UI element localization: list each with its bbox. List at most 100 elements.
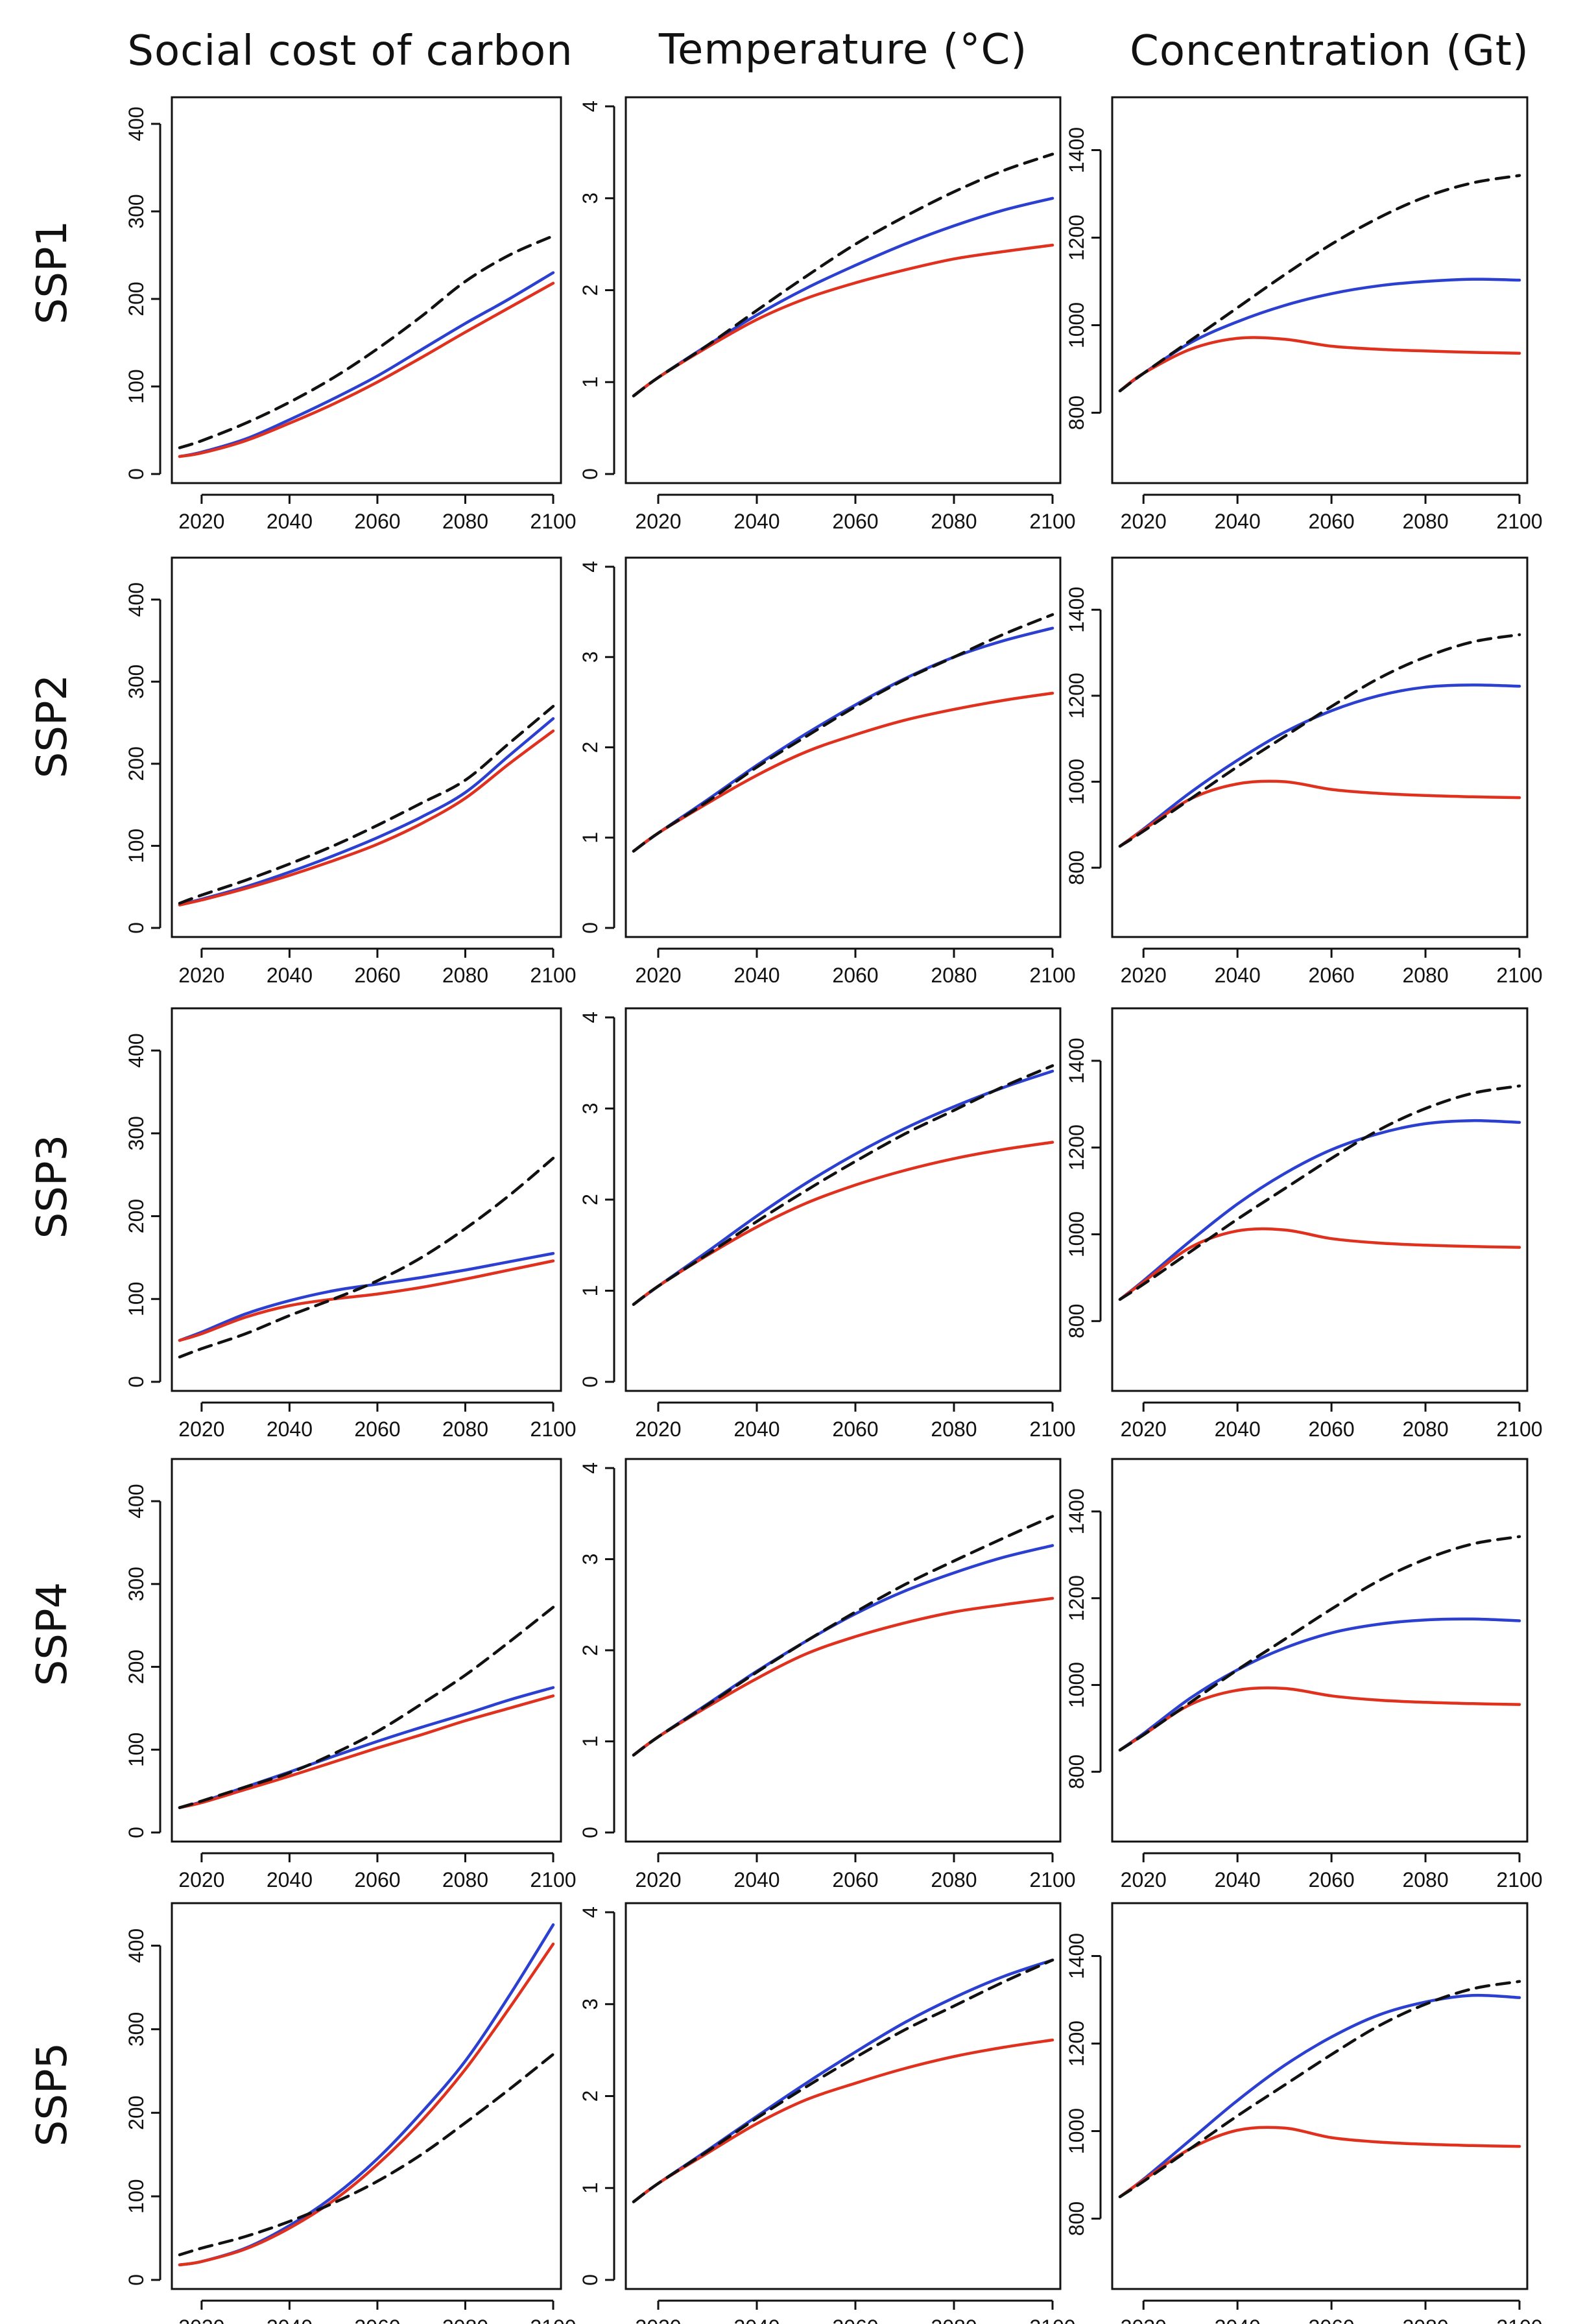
x-tick-label: 2060	[1309, 964, 1355, 987]
y-tick-label: 1000	[1065, 302, 1088, 348]
y-tick-label: 2	[578, 742, 602, 753]
y-tick-label: 4	[578, 1906, 602, 1918]
x-tick-label: 2080	[931, 510, 977, 533]
y-tick-label: 1	[578, 832, 602, 844]
series-line-red-scenario	[178, 1694, 555, 1809]
y-tick-label: 1400	[1065, 1933, 1088, 1979]
series-line-red-scenario	[178, 1259, 555, 1342]
x-tick-label: 2020	[178, 1417, 224, 1441]
x-tick-label: 2020	[1121, 2316, 1167, 2324]
y-tick-label: 1200	[1065, 672, 1088, 718]
y-tick-label: 100	[125, 2179, 148, 2213]
row-label-ssp4: SSP4	[29, 1582, 77, 1687]
x-tick-label: 2060	[1309, 1868, 1355, 1891]
y-tick-label: 400	[125, 1928, 148, 1963]
x-tick-label: 2060	[354, 510, 400, 533]
x-tick-label: 2040	[267, 1868, 313, 1891]
y-tick-label: 300	[125, 1567, 148, 1601]
x-tick-label: 2060	[832, 1417, 878, 1441]
panel-ssp4-temperature: 2020 2040 2060 2080 2100 0 1 2 3 4	[578, 1458, 1076, 1891]
plot-frame	[625, 1007, 1062, 1392]
x-tick-label: 2020	[635, 964, 681, 987]
y-tick-label: 0	[578, 1376, 602, 1388]
y-tick-label: 2	[578, 1194, 602, 1205]
x-tick-label: 2060	[1309, 510, 1355, 533]
y-tick-label: 1000	[1065, 2108, 1088, 2154]
y-tick-label: 3	[578, 193, 602, 204]
panel-ssp4-concentration: 2020 2040 2060 2080 2100 800 1000 1200 1400	[1065, 1458, 1543, 1891]
x-tick-label: 2020	[178, 964, 224, 987]
y-tick-label: 1400	[1065, 127, 1088, 173]
plot-frame	[1111, 96, 1529, 484]
series-line-baseline	[632, 1064, 1054, 1306]
x-tick-label: 2040	[1215, 2316, 1261, 2324]
y-tick-label: 1200	[1065, 1575, 1088, 1621]
plot-frame	[171, 1902, 562, 2290]
x-tick-label: 2040	[733, 510, 780, 533]
series-line-baseline	[178, 704, 555, 905]
x-tick-label: 2040	[733, 1868, 780, 1891]
x-tick-label: 2100	[1496, 1868, 1542, 1891]
x-tick-label: 2060	[1309, 1417, 1355, 1441]
x-tick-label: 2060	[832, 510, 878, 533]
x-tick-label: 2100	[530, 1417, 576, 1441]
series-line-blue-scenario	[1118, 1617, 1521, 1752]
series-line-baseline	[1118, 1084, 1521, 1301]
x-tick-label: 2100	[1496, 510, 1542, 533]
y-tick-label: 0	[125, 1376, 148, 1388]
x-tick-label: 2040	[733, 964, 780, 987]
x-tick-label: 2100	[1029, 2316, 1075, 2324]
y-tick-label: 200	[125, 281, 148, 316]
x-tick-label: 2100	[1029, 964, 1075, 987]
plot-frame	[1111, 556, 1529, 938]
plot-frame	[171, 96, 562, 484]
series-line-blue-scenario	[178, 717, 555, 907]
x-tick-label: 2080	[1402, 1417, 1448, 1441]
x-tick-label: 2060	[832, 964, 878, 987]
y-tick-label: 800	[1065, 1755, 1088, 1789]
y-tick-label: 400	[125, 1484, 148, 1518]
x-tick-label: 2100	[1029, 1868, 1075, 1891]
x-tick-label: 2040	[733, 2316, 780, 2324]
y-tick-label: 100	[125, 1733, 148, 1767]
x-tick-label: 2100	[530, 964, 576, 987]
series-line-baseline	[1118, 633, 1521, 848]
y-tick-label: 0	[125, 468, 148, 480]
y-tick-label: 100	[125, 829, 148, 863]
x-tick-label: 2080	[442, 2316, 488, 2324]
y-tick-label: 0	[578, 922, 602, 934]
series-line-blue-scenario	[178, 271, 555, 458]
x-tick-label: 2080	[1402, 1868, 1448, 1891]
x-tick-label: 2060	[1309, 2316, 1355, 2324]
y-tick-label: 1200	[1065, 215, 1088, 261]
y-tick-label: 300	[125, 2012, 148, 2046]
column-title-temperature: Temperature (°C)	[658, 26, 1027, 74]
x-tick-label: 2080	[1402, 510, 1448, 533]
x-tick-label: 2020	[635, 1417, 681, 1441]
series-line-baseline	[178, 2052, 555, 2257]
y-tick-label: 200	[125, 746, 148, 781]
column-titles: Social cost of carbon Temperature (°C) C…	[127, 26, 1529, 75]
y-tick-label: 400	[125, 582, 148, 617]
x-tick-label: 2100	[1496, 1417, 1542, 1441]
series-line-blue-scenario	[178, 1923, 555, 2267]
panel-ssp4-scc: 2020 2040 2060 2080 2100 0 100 200 300 400	[125, 1458, 577, 1891]
y-tick-label: 1	[578, 376, 602, 388]
series-line-red-scenario	[1118, 1686, 1521, 1752]
x-tick-label: 2020	[635, 1868, 681, 1891]
column-title-concentration: Concentration (Gt)	[1130, 27, 1529, 75]
y-tick-label: 3	[578, 651, 602, 663]
panel-ssp3-temperature: 2020 2040 2060 2080 2100 0 1 2 3 4	[578, 1007, 1076, 1441]
panel-ssp5-concentration: 2020 2040 2060 2080 2100 800 1000 1200 1400	[1065, 1902, 1543, 2324]
plot-frame	[171, 1007, 562, 1392]
series-line-red-scenario	[178, 729, 555, 907]
panel-ssp1-concentration: 2020 2040 2060 2080 2100 800 1000 1200 1400	[1065, 96, 1543, 533]
y-tick-label: 100	[125, 1282, 148, 1316]
y-tick-label: 1400	[1065, 1038, 1088, 1084]
x-tick-label: 2080	[1402, 964, 1448, 987]
plot-frame	[625, 96, 1062, 484]
x-tick-label: 2060	[832, 1868, 878, 1891]
x-tick-label: 2060	[354, 1868, 400, 1891]
series-line-blue-scenario	[1118, 1993, 1521, 2199]
y-tick-label: 0	[578, 468, 602, 480]
